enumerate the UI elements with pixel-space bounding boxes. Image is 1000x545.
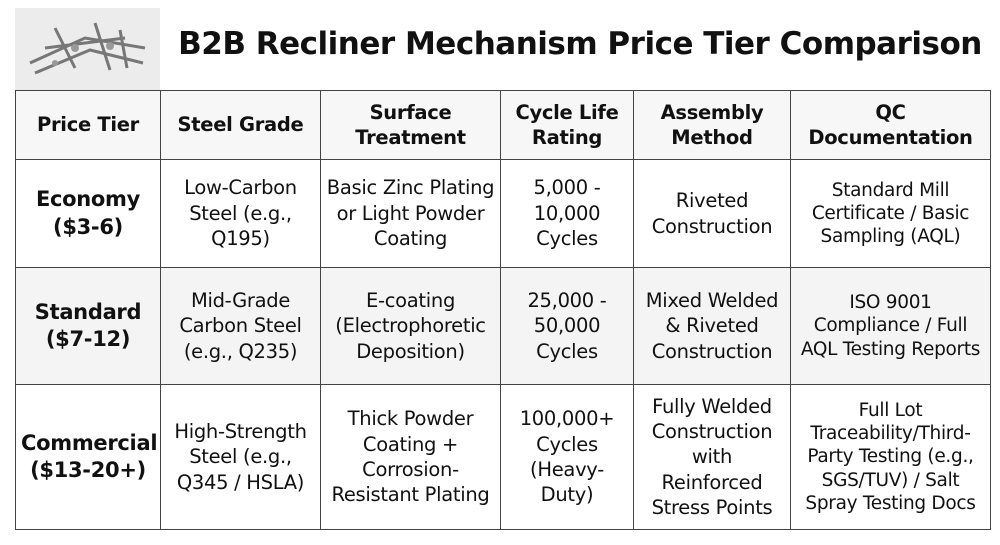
table-body: Economy ($3-6) Low-Carbon Steel (e.g., Q1… <box>15 159 991 530</box>
comparison-table: Price Tier Steel Grade Surface Treatment Cy… <box>15 90 991 530</box>
table-cell: Mid-Grade Carbon Steel (e.g., Q235) <box>160 267 321 385</box>
table-cell: 5,000 - 10,000 Cycles <box>500 159 634 268</box>
column-header: Steel Grade <box>160 90 321 160</box>
column-header: Assembly Method <box>633 90 791 160</box>
table-cell: Mixed Welded & Riveted Construction <box>633 267 791 385</box>
table-cell: Low-Carbon Steel (e.g., Q195) <box>160 159 321 268</box>
table-row: Economy ($3-6) Low-Carbon Steel (e.g., Q1… <box>15 159 991 268</box>
table-row: Commercial ($13-20+) High-Strength Steel … <box>15 384 991 530</box>
table-cell: Thick Powder Coating + Corrosion-Resista… <box>320 384 501 530</box>
table-cell: 25,000 - 50,000 Cycles <box>500 267 634 385</box>
column-header: Cycle Life Rating <box>500 90 634 160</box>
column-header: QC Documentation <box>790 90 991 160</box>
header-row: Price Tier Steel Grade Surface Treatment Cy… <box>15 90 991 160</box>
table-cell: Basic Zinc Plating or Light Powder Coati… <box>320 159 501 268</box>
table-header: Price Tier Steel Grade Surface Treatment Cy… <box>15 90 991 160</box>
page-title: B2B Recliner Mechanism Price Tier Compar… <box>178 26 982 62</box>
table-cell: ISO 9001 Compliance / Full AQL Testing R… <box>790 267 991 385</box>
table-cell: 100,000+ Cycles (Heavy-Duty) <box>500 384 634 530</box>
column-header: Price Tier <box>15 90 161 160</box>
table-cell: High-Strength Steel (e.g., Q345 / HSLA) <box>160 384 321 530</box>
column-header: Surface Treatment <box>320 90 501 160</box>
table-cell: Fully Welded Construction with Reinforce… <box>633 384 791 530</box>
table-row: Standard ($7-12) Mid-Grade Carbon Steel (… <box>15 267 991 385</box>
table-cell: Full Lot Traceability/Third-Party Testin… <box>790 384 991 530</box>
tier-cell: Commercial ($13-20+) <box>15 384 161 530</box>
tier-cell: Standard ($7-12) <box>15 267 161 385</box>
table-cell: E-coating (Electrophoretic Deposition) <box>320 267 501 385</box>
tier-cell: Economy ($3-6) <box>15 159 161 268</box>
table-cell: Standard Mill Certificate / Basic Sampli… <box>790 159 991 268</box>
product-photo <box>15 8 160 90</box>
table-cell: Riveted Construction <box>633 159 791 268</box>
